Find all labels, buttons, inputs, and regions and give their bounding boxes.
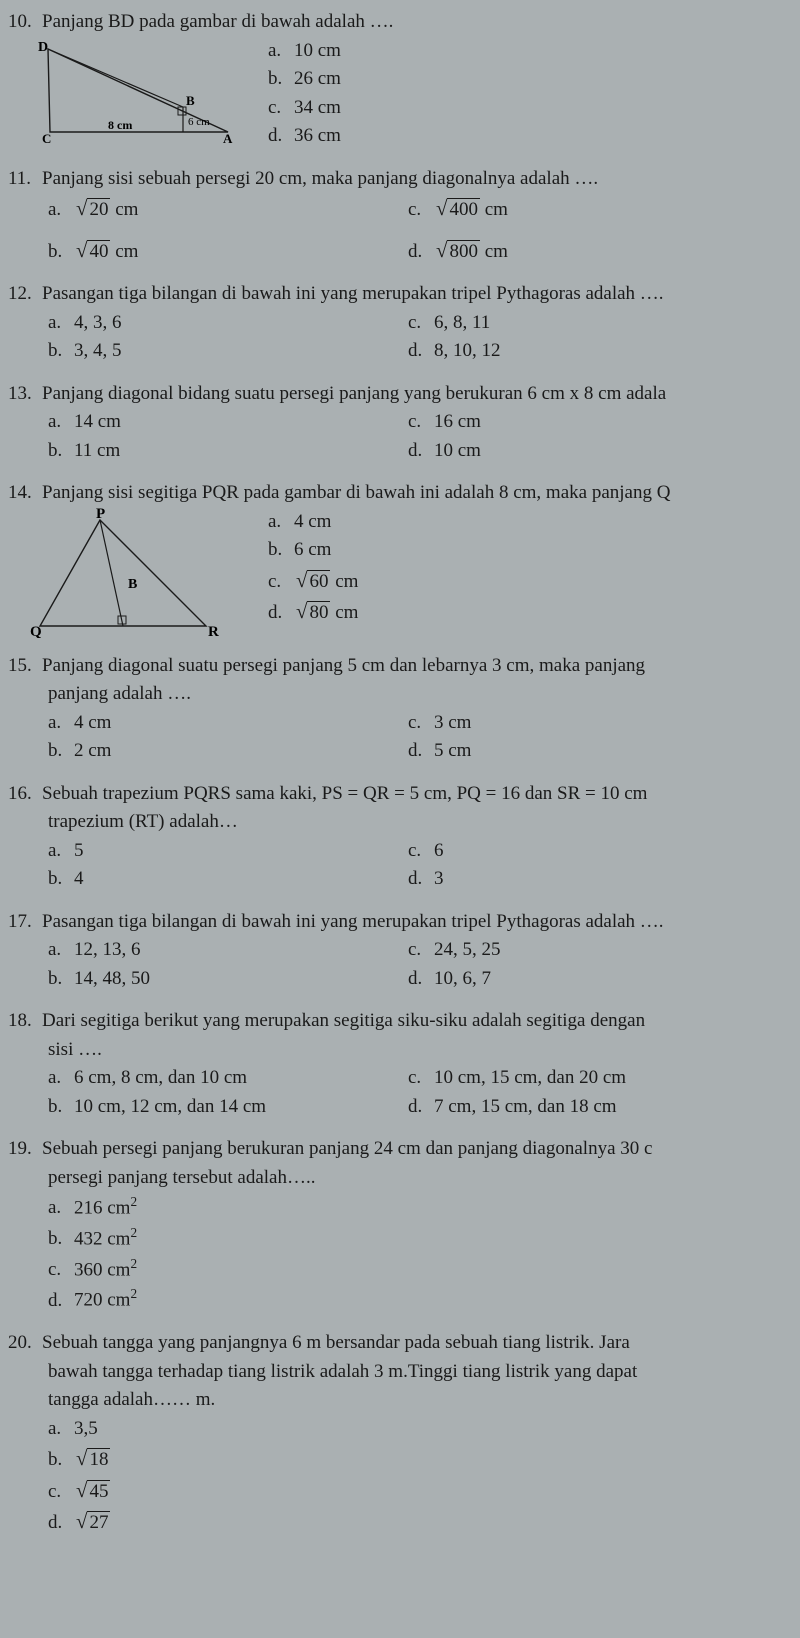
opt-text: 10 cm	[294, 37, 341, 66]
opt-label: a.	[268, 37, 294, 66]
question-14: 14. Panjang sisi segitiga PQR pada gamba…	[8, 479, 790, 638]
triangle-figure-q10: D B 6 cm C A 8 cm	[28, 37, 238, 147]
svg-text:Q: Q	[30, 624, 42, 638]
question-15: 15. Panjang diagonal suatu persegi panja…	[8, 652, 790, 766]
svg-text:P: P	[96, 508, 105, 522]
svg-text:8 cm: 8 cm	[108, 118, 132, 132]
question-19: 19. Sebuah persegi panjang berukuran pan…	[8, 1135, 790, 1315]
svg-text:R: R	[208, 624, 219, 638]
opt-text: 20 cm	[74, 193, 138, 225]
question-10: 10. Panjang BD pada gambar di bawah adal…	[8, 8, 790, 151]
svg-text:6 cm: 6 cm	[188, 116, 210, 128]
question-12: 12. Pasangan tiga bilangan di bawah ini …	[8, 280, 790, 366]
svg-text:B: B	[186, 93, 195, 108]
question-11: 11. Panjang sisi sebuah persegi 20 cm, m…	[8, 165, 790, 267]
q-num: 10.	[8, 8, 42, 37]
triangle-figure-q14: P Q R B	[28, 508, 228, 638]
question-20: 20. Sebuah tangga yang panjangnya 6 m be…	[8, 1329, 790, 1538]
q-text: Panjang BD pada gambar di bawah adalah ……	[42, 8, 790, 37]
svg-text:D: D	[38, 40, 48, 55]
svg-text:C: C	[42, 131, 51, 146]
question-18: 18. Dari segitiga berikut yang merupakan…	[8, 1007, 790, 1121]
svg-text:B: B	[128, 577, 137, 592]
question-13: 13. Panjang diagonal bidang suatu perseg…	[8, 380, 790, 466]
question-17: 17. Pasangan tiga bilangan di bawah ini …	[8, 908, 790, 994]
svg-text:A: A	[223, 131, 233, 146]
question-16: 16. Sebuah trapezium PQRS sama kaki, PS …	[8, 780, 790, 894]
